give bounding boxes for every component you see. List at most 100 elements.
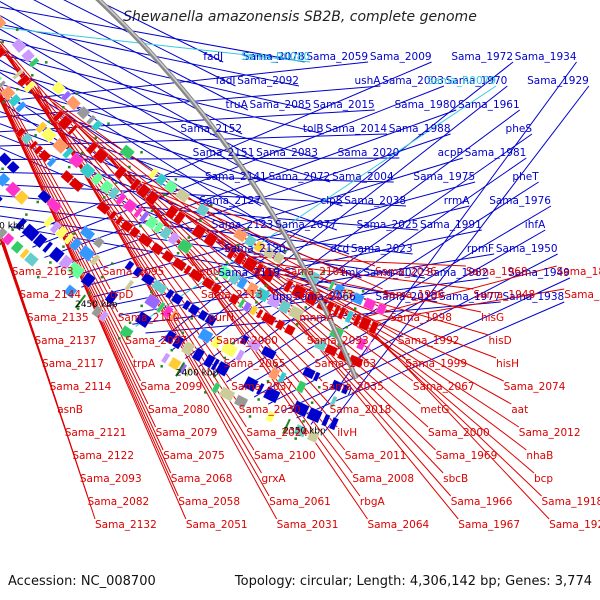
gene-label: Sama_2058 xyxy=(178,496,240,508)
feature-block xyxy=(14,100,27,113)
forward-gene-arrow xyxy=(330,379,344,392)
feature-block xyxy=(152,221,165,234)
gene-label: sbcB xyxy=(443,473,468,485)
reverse-gene-arrow xyxy=(228,293,241,306)
gene-label: Sama_2064 xyxy=(367,519,429,531)
gene-label: Sama_2031 xyxy=(277,519,339,531)
feature-block xyxy=(159,225,173,241)
scale-tick-label: 2500 kbp xyxy=(0,221,25,231)
feature-block xyxy=(14,189,30,206)
track-marker xyxy=(128,321,132,324)
feature-block xyxy=(144,215,159,230)
feature-block xyxy=(7,93,22,108)
leader-line xyxy=(0,91,187,520)
forward-gene-arrow xyxy=(37,189,52,204)
feature-block xyxy=(90,172,104,186)
feature-block xyxy=(0,15,7,29)
feature-block xyxy=(355,337,367,351)
feature-block xyxy=(183,366,193,378)
reverse-gene-arrow xyxy=(344,310,355,324)
forward-gene-arrow xyxy=(171,335,185,350)
gene-label: mnmA xyxy=(299,312,334,324)
gene-label: hisD xyxy=(489,335,512,347)
gene-label: Sama_2009 xyxy=(370,51,432,63)
gene-label: hisG xyxy=(481,312,504,324)
forward-gene-arrow xyxy=(191,347,206,363)
track-marker xyxy=(170,348,174,352)
leader-line xyxy=(239,250,459,520)
reverse-gene-arrow xyxy=(137,232,154,248)
gene-label: Sama_2011 xyxy=(345,450,407,462)
track-marker xyxy=(16,87,19,91)
reverse-gene-arrow xyxy=(150,241,165,256)
track-marker xyxy=(215,277,218,280)
reverse-gene-arrow xyxy=(260,311,277,326)
gene-label: Sama_2121 xyxy=(65,427,127,439)
gene-label: Sama_1988 xyxy=(389,123,451,135)
gene-label: truA xyxy=(226,99,249,111)
gene-label: Sama_2004 xyxy=(332,171,394,183)
gene-label: rbgA xyxy=(360,496,386,508)
reverse-gene-arrow xyxy=(164,204,179,221)
gene-label: Sama_1977 xyxy=(439,291,501,303)
track-marker xyxy=(246,227,250,231)
feature-block xyxy=(168,309,179,322)
track-marker xyxy=(294,437,297,440)
accession-text: Accession: NC_008700 xyxy=(8,574,156,589)
gene-label: Sama_2003 xyxy=(382,75,444,87)
feature-block xyxy=(60,90,72,102)
track-marker xyxy=(37,275,40,279)
track-marker xyxy=(31,74,34,77)
gene-label: Sama_2151 xyxy=(193,147,255,159)
feature-block xyxy=(21,48,36,63)
gene-label: asnB xyxy=(57,404,83,416)
track-marker xyxy=(223,356,227,360)
forward-gene-arrow xyxy=(321,413,331,427)
reverse-gene-arrow xyxy=(129,177,142,192)
track-marker xyxy=(274,364,277,368)
feature-block xyxy=(306,429,320,444)
gene-label: Sama_2120 xyxy=(224,243,286,255)
gene-label: Sama_2061 xyxy=(269,496,331,508)
track-marker xyxy=(160,365,163,368)
feature-block xyxy=(0,80,7,89)
gene-label: Sama_2066 xyxy=(294,291,356,303)
feature-block xyxy=(115,192,127,206)
gene-label: Sama_1968 xyxy=(466,266,528,278)
feature-block xyxy=(266,293,282,309)
track-marker xyxy=(115,181,118,184)
forward-gene-arrow xyxy=(92,236,105,249)
leader-line xyxy=(0,157,400,161)
forward-gene-arrow xyxy=(163,329,177,345)
track-marker xyxy=(322,270,326,274)
track-marker xyxy=(176,251,180,255)
reverse-gene-arrow xyxy=(107,210,118,221)
leader-line xyxy=(248,256,466,267)
leader-line xyxy=(295,283,504,382)
reverse-gene-arrow xyxy=(33,144,44,155)
feature-block xyxy=(218,386,236,402)
feature-block xyxy=(19,248,30,260)
forward-gene-arrow xyxy=(0,152,13,167)
feature-block xyxy=(265,410,276,423)
leader-line xyxy=(0,6,305,63)
feature-block xyxy=(85,114,97,126)
leader-line xyxy=(0,91,119,313)
reverse-gene-arrow xyxy=(68,177,85,193)
leader-line xyxy=(0,39,312,111)
feature-block xyxy=(61,146,74,160)
track-marker xyxy=(107,122,110,125)
reverse-gene-arrow xyxy=(20,132,33,145)
feature-block xyxy=(161,305,174,319)
feature-block xyxy=(197,327,214,344)
reverse-gene-arrow xyxy=(113,165,128,180)
track-marker xyxy=(302,420,305,423)
feature-block xyxy=(211,382,221,394)
track-marker xyxy=(2,100,5,104)
reverse-gene-arrow xyxy=(60,169,75,184)
gene-label: Sama_2080 xyxy=(148,404,210,416)
gene-label: Sama_1998 xyxy=(390,312,452,324)
reverse-gene-arrow xyxy=(16,74,31,88)
gene-label: Sama_2015 xyxy=(313,99,375,111)
